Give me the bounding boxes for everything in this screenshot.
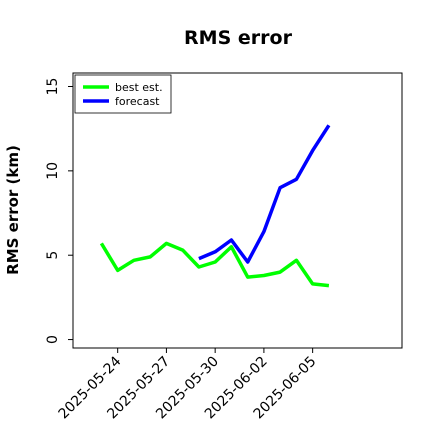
y-tick-label: 5 — [45, 251, 61, 260]
legend-label-0: best est. — [115, 81, 163, 94]
series-layer — [99, 124, 331, 288]
legend: best est.forecast — [74, 74, 172, 114]
plot-frame — [72, 72, 403, 349]
y-ticks: 0 5 10 15 — [45, 78, 73, 344]
chart-title: RMS error — [184, 27, 293, 49]
series-line-0 — [99, 241, 330, 288]
legend-label-1: forecast — [115, 95, 160, 108]
x-ticks: 2025-05-242025-05-272025-05-302025-06-02… — [56, 348, 319, 422]
y-tick-label: 10 — [45, 162, 61, 180]
y-tick-label: 15 — [45, 78, 61, 96]
series-line-1 — [198, 124, 331, 264]
legend-box — [74, 74, 172, 114]
y-axis-label: RMS error (km) — [4, 145, 22, 275]
y-tick-label: 0 — [45, 335, 61, 344]
